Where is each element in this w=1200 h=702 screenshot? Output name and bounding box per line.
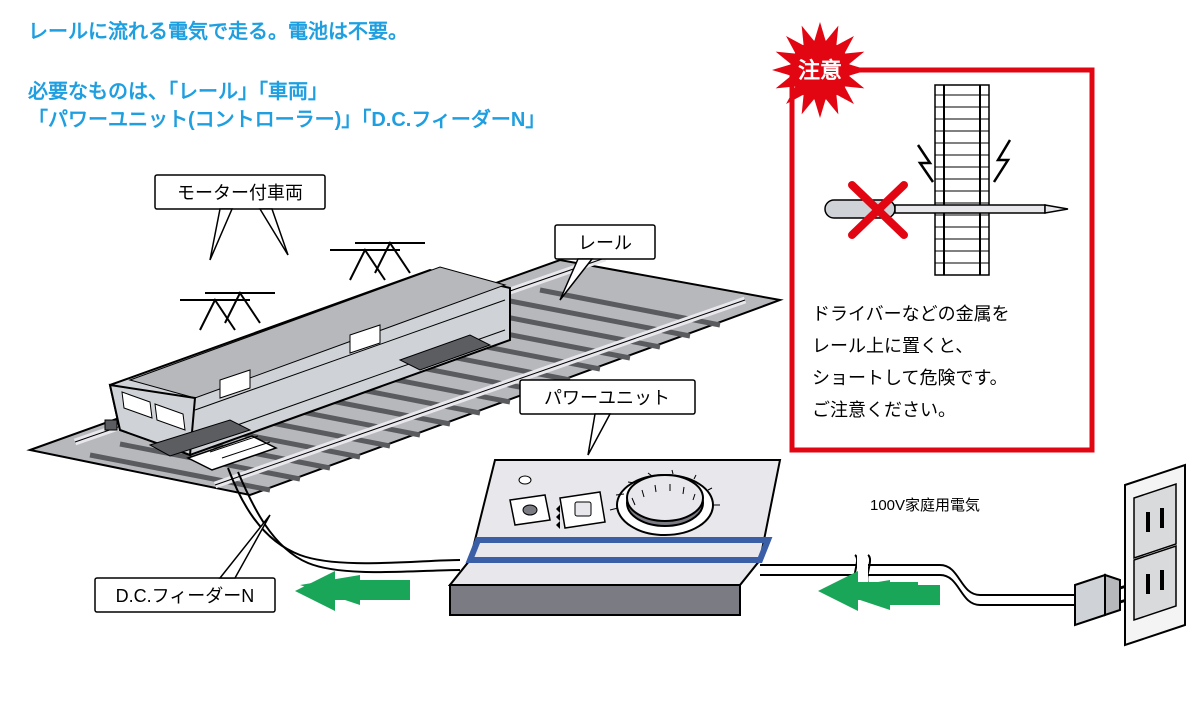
motor-car-label: モーター付車両 [177, 183, 303, 203]
warning-track [935, 85, 989, 275]
heading-line2a: 必要なものは、「レール」「車両」 [27, 79, 328, 103]
power-unit-label: パワーユニット [544, 388, 670, 408]
heading-line2b: 「パワーユニット(コントローラー)」「D.C.フィーダーN」 [28, 107, 545, 131]
rail-label: レール [578, 233, 632, 253]
feeder-label: D.C.フィーダーN [116, 586, 255, 606]
diagram-root: レールに流れる電気で走る。電池は不要。 必要なものは、「レール」「車両」 「パワ… [0, 0, 1200, 702]
warning-line2: レール上に置くと、 [812, 336, 973, 356]
warning-line3: ショートして危険です。 [812, 368, 1008, 388]
warning-badge-text: 注意 [798, 58, 842, 83]
mains-label: 100V家庭用電気 [870, 497, 980, 514]
power-unit-icon [450, 460, 780, 615]
warning-badge: 注意 [772, 22, 868, 118]
callout-feeder: D.C.フィーダーN [95, 515, 275, 612]
warning-line1: ドライバーなどの金属を [812, 304, 1010, 324]
warning-panel: 注意 [772, 22, 1092, 450]
callout-motor-car: モーター付車両 [155, 175, 325, 260]
heading-line1: レールに流れる電気で走る。電池は不要。 [28, 19, 408, 43]
warning-line4: ご注意ください。 [812, 400, 956, 420]
wall-outlet-icon [1125, 465, 1185, 645]
callout-power-unit: パワーユニット [520, 380, 695, 455]
